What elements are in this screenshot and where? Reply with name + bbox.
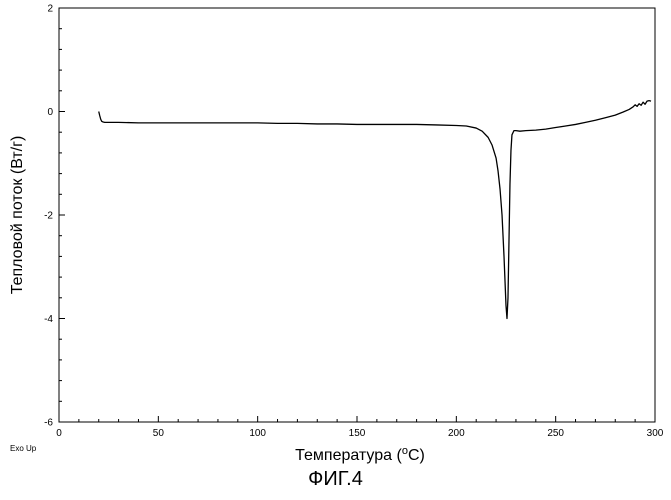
x-axis-title-main: Температура ( xyxy=(295,447,402,464)
x-tick-label: 150 xyxy=(349,428,366,439)
x-tick-label: 300 xyxy=(647,428,664,439)
y-tick-label: -2 xyxy=(44,211,53,222)
x-axis-title: Температура (oC) xyxy=(295,445,425,464)
x-axis: 0 50 100 150 200 250 300 xyxy=(56,416,664,439)
y-tick-label: -6 xyxy=(44,418,53,429)
x-axis-title-unit: C) xyxy=(408,447,425,464)
exo-up-note: Exo Up xyxy=(10,444,37,453)
x-tick-label: 250 xyxy=(547,428,564,439)
y-axis: 2 0 -2 -4 -6 xyxy=(44,4,65,429)
x-tick-label: 100 xyxy=(249,428,266,439)
y-tick-label: 0 xyxy=(47,107,53,118)
y-tick-label: 2 xyxy=(47,4,53,15)
minor-ticks xyxy=(59,29,635,422)
x-tick-label: 50 xyxy=(153,428,165,439)
heat-flow-curve xyxy=(99,101,651,319)
y-axis-title: Тепловой поток (Вт/г) xyxy=(9,136,26,295)
figure-label: ФИГ.4 xyxy=(0,468,671,491)
x-tick-label: 0 xyxy=(56,428,62,439)
plot-frame xyxy=(59,8,655,422)
y-tick-label: -4 xyxy=(44,314,53,325)
x-tick-label: 200 xyxy=(448,428,465,439)
